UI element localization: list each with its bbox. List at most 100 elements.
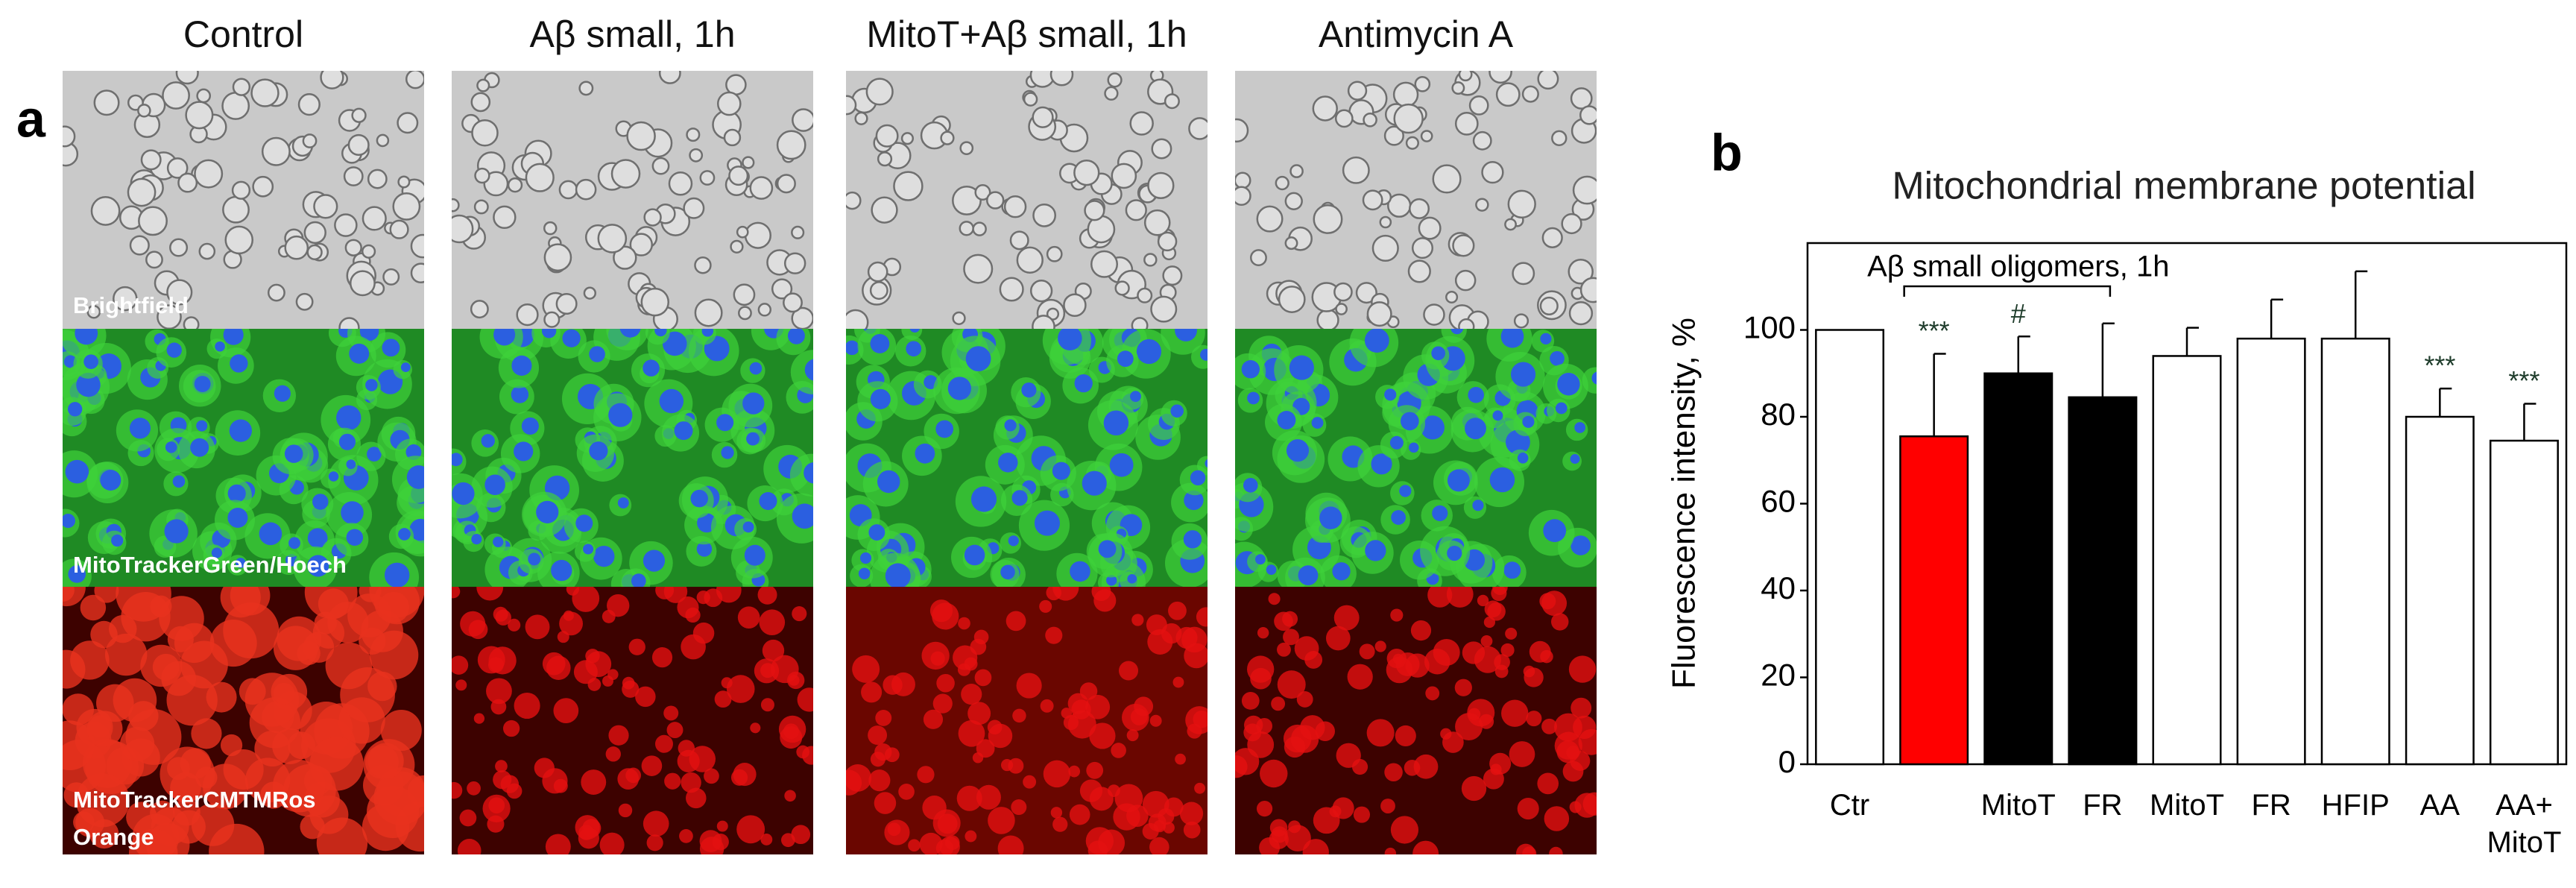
- nucleus: [1510, 362, 1536, 387]
- cell: [871, 196, 898, 224]
- nucleus: [1384, 388, 1397, 401]
- cell: [90, 620, 118, 649]
- cell: [1412, 840, 1439, 854]
- cell: [1335, 303, 1348, 315]
- cell: [1275, 175, 1289, 191]
- cell: [488, 797, 505, 814]
- cell: [1549, 846, 1563, 854]
- cell: [1383, 125, 1404, 146]
- nucleus: [1130, 391, 1141, 403]
- cell: [1098, 829, 1126, 854]
- cell: [972, 221, 987, 236]
- cell: [1521, 85, 1539, 103]
- row-label: MitoTrackerGreen/Hoech: [73, 552, 347, 578]
- cell: [1107, 72, 1123, 88]
- cell: [209, 823, 265, 854]
- cell: [1393, 103, 1424, 134]
- cell: [177, 172, 198, 193]
- nucleus: [804, 462, 813, 484]
- cell: [1143, 253, 1158, 267]
- nucleus: [846, 340, 859, 356]
- cell: [1414, 76, 1431, 92]
- cell: [602, 675, 613, 687]
- cell: [771, 278, 793, 300]
- cell: [679, 828, 693, 843]
- cell: [495, 760, 508, 773]
- nucleus: [1286, 439, 1310, 462]
- cell: [1257, 627, 1269, 639]
- cell: [1029, 279, 1053, 303]
- cell: [629, 233, 653, 256]
- nucleus: [742, 521, 754, 533]
- cell: [1114, 784, 1143, 813]
- cell: [1179, 802, 1204, 825]
- nucleus: [1450, 329, 1464, 335]
- cell: [152, 653, 180, 681]
- cell: [1489, 71, 1512, 84]
- chart-title: Mitochondrial membrane potential: [1892, 165, 2475, 208]
- cell: [1143, 209, 1171, 236]
- cell: [959, 221, 974, 236]
- nucleus: [1070, 561, 1090, 582]
- cell: [1009, 230, 1029, 251]
- cell: [1489, 752, 1512, 775]
- cell: [1333, 605, 1360, 631]
- cell: [760, 663, 775, 678]
- cell: [1573, 715, 1597, 740]
- nucleus: [227, 507, 248, 528]
- cell: [473, 713, 485, 724]
- cell: [780, 726, 803, 749]
- cell: [1420, 130, 1433, 142]
- nucleus: [1543, 519, 1567, 543]
- cell: [63, 693, 95, 725]
- cell: [1379, 215, 1392, 229]
- y-tick-label: 100: [1743, 310, 1796, 345]
- nucleus: [68, 565, 86, 583]
- cell: [1446, 587, 1474, 608]
- nucleus: [288, 537, 300, 550]
- nucleus: [1522, 415, 1535, 428]
- cell: [493, 205, 517, 230]
- nucleus: [1184, 490, 1204, 511]
- cell: [923, 709, 944, 729]
- x-tick-label: HFIP: [2321, 789, 2390, 822]
- cell: [1003, 195, 1027, 218]
- cell: [1114, 280, 1130, 296]
- nucleus: [1109, 453, 1134, 477]
- cell: [677, 749, 700, 772]
- nucleus: [1365, 540, 1386, 561]
- nucleus: [1492, 410, 1503, 421]
- nucleus: [67, 402, 83, 417]
- cell: [578, 81, 594, 96]
- cell: [389, 219, 409, 239]
- cell: [1390, 816, 1419, 844]
- nucleus: [111, 534, 124, 547]
- nucleus: [346, 459, 356, 470]
- nucleus: [583, 544, 594, 555]
- cell: [666, 722, 684, 739]
- cell: [1149, 837, 1169, 854]
- cell: [1579, 105, 1597, 125]
- nucleus: [1289, 355, 1314, 380]
- cell: [1413, 754, 1439, 779]
- nucleus: [1200, 348, 1208, 361]
- cell: [974, 669, 992, 687]
- cell: [900, 132, 915, 145]
- cell: [157, 304, 182, 329]
- cell: [1012, 708, 1026, 723]
- cell: [958, 719, 985, 747]
- cell: [1126, 729, 1139, 742]
- cell: [776, 174, 796, 194]
- cell: [663, 587, 688, 603]
- column-header: Control: [183, 13, 303, 55]
- cell: [957, 663, 971, 676]
- cell: [874, 792, 897, 814]
- micrograph: [846, 71, 1208, 329]
- nucleus: [528, 552, 541, 566]
- cell: [1079, 682, 1098, 700]
- cell: [1380, 799, 1395, 813]
- cell: [1157, 231, 1178, 252]
- cell: [792, 606, 807, 622]
- nucleus: [229, 419, 252, 442]
- cell: [169, 238, 189, 257]
